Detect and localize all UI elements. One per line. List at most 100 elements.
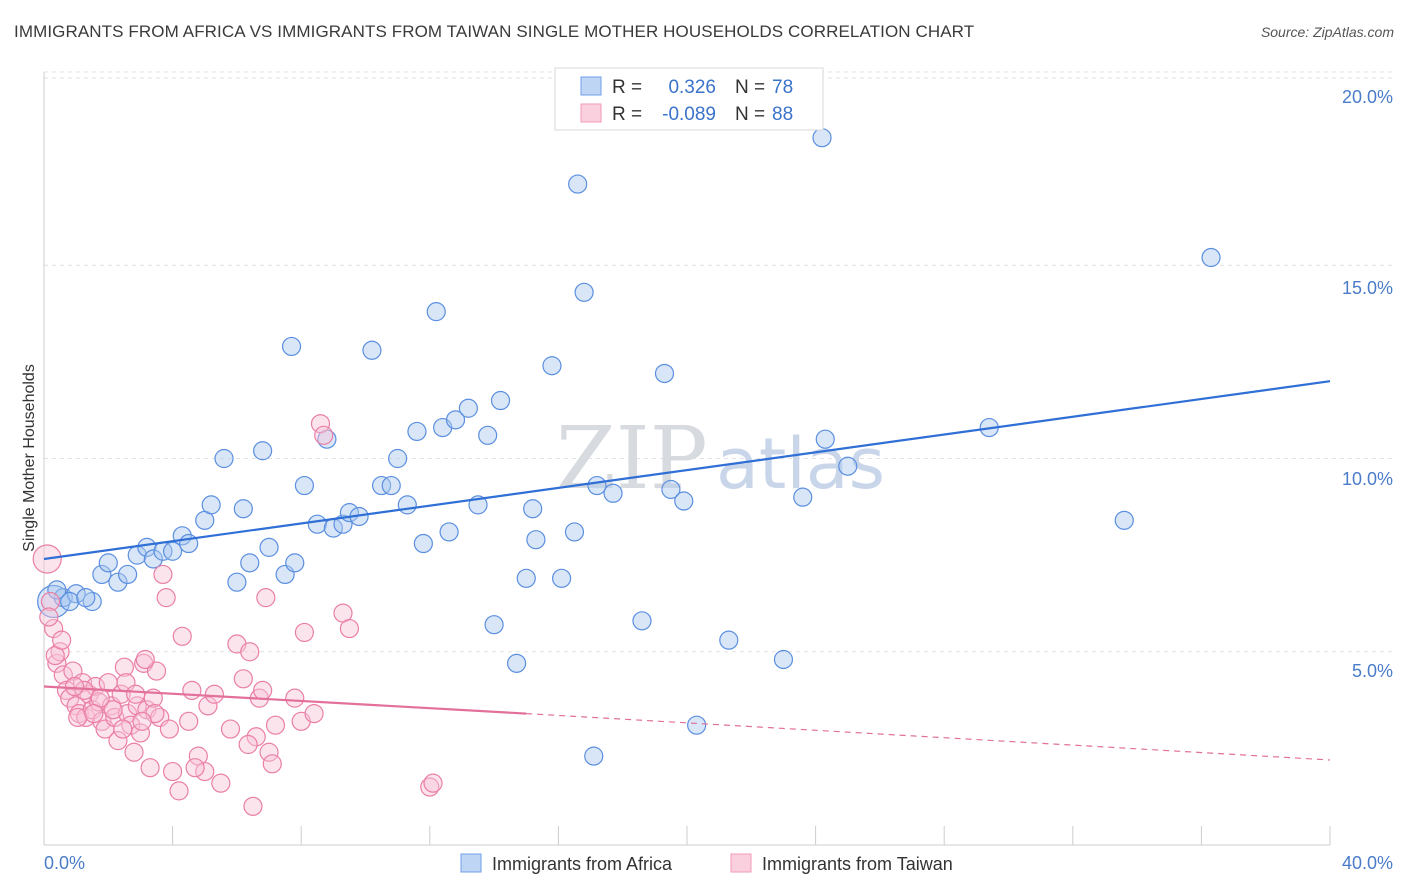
taiwan-point [256,588,276,608]
stats-r-value: 0.326 [668,77,716,98]
taiwan-trend-extension [526,712,1331,761]
source-label: Source: ZipAtlas.com [1260,24,1394,40]
taiwan-point [314,425,334,445]
taiwan-point [172,626,192,646]
legend-label-taiwan: Immigrants from Taiwan [762,854,953,874]
africa-point [632,611,652,631]
africa-point [92,564,112,585]
taiwan-point [159,719,179,739]
africa-point [60,591,80,612]
africa-point [574,282,594,302]
africa-point [253,441,273,461]
taiwan-point [310,414,331,434]
taiwan-point [153,564,173,585]
africa-point [478,425,498,445]
taiwan-point [114,657,134,677]
taiwan-point [339,618,360,639]
africa-point [47,580,67,600]
taiwan-point [103,700,123,720]
y-tick-label: 5.0% [1352,661,1393,681]
taiwan-point [179,711,199,731]
y-tick-label: 10.0% [1342,469,1393,489]
taiwan-point [113,719,133,739]
taiwan-point [204,684,224,704]
trend-lines [43,380,1331,761]
taiwan-point [163,761,183,782]
taiwan-point [182,680,202,701]
series-taiwan-points [32,414,443,816]
africa-point [98,553,118,573]
stats-n-value: 88 [772,104,793,125]
africa-point [773,649,794,670]
africa-point [445,410,466,430]
taiwan-point [169,781,189,801]
africa-point [143,549,163,569]
africa-point [587,475,607,496]
africa-point [507,653,527,673]
africa-point [484,615,504,635]
africa-point [552,568,572,588]
taiwan-point [84,703,104,724]
stats-n-label: N = [735,104,765,125]
taiwan-point [233,669,253,689]
stats-swatch-taiwan [580,103,602,123]
stats-n-value: 78 [772,77,793,98]
taiwan-point [259,742,279,762]
taiwan-point [74,680,94,701]
taiwan-point [211,773,231,793]
stats-swatch-africa [580,76,602,96]
africa-point [381,475,401,496]
africa-point [201,495,221,515]
africa-point [516,568,536,588]
taiwan-point [47,653,67,673]
africa-point [674,491,694,511]
africa-point [333,514,353,534]
taiwan-point [39,607,59,627]
africa-point [687,715,707,735]
taiwan-point [243,796,263,816]
africa-point [584,746,604,766]
taiwan-point [40,591,61,612]
africa-point [603,483,623,503]
taiwan-trend-line [43,685,527,715]
africa-point [76,588,96,608]
africa-point [281,336,302,357]
taiwan-point [52,630,72,650]
y-tick-label: 15.0% [1342,278,1393,298]
africa-point [838,456,858,476]
taiwan-point [195,761,215,782]
africa-point [413,533,433,554]
x-tick-label: 0.0% [44,853,85,873]
taiwan-point [85,676,106,697]
taiwan-point [132,711,152,731]
stats-box: R = 0.326 N = 78 R = -0.089 N = 88 [554,67,824,131]
taiwan-point [146,661,167,681]
africa-point [233,499,253,519]
taiwan-point [126,684,146,704]
chart-title: IMMIGRANTS FROM AFRICA VS IMMIGRANTS FRO… [14,22,975,41]
africa-trend-line [43,380,1331,561]
africa-point [815,429,835,449]
taiwan-point [423,773,443,793]
taiwan-point [124,742,144,762]
africa-point [117,564,138,585]
y-tick-label: 20.0% [1342,87,1393,107]
taiwan-point [135,649,155,670]
africa-point [240,553,260,573]
africa-point [259,537,279,557]
taiwan-point [68,707,88,728]
africa-point [490,390,511,411]
africa-point [137,537,157,557]
africa-point [163,541,183,561]
africa-point [285,553,305,573]
africa-point [661,479,681,500]
africa-point [307,514,327,534]
taiwan-point [304,703,324,724]
taiwan-point [262,754,282,774]
taiwan-point [108,731,128,751]
africa-point [214,448,234,469]
africa-point [793,487,813,507]
taiwan-point [220,719,241,739]
africa-point [812,128,832,148]
africa-point [108,572,128,592]
